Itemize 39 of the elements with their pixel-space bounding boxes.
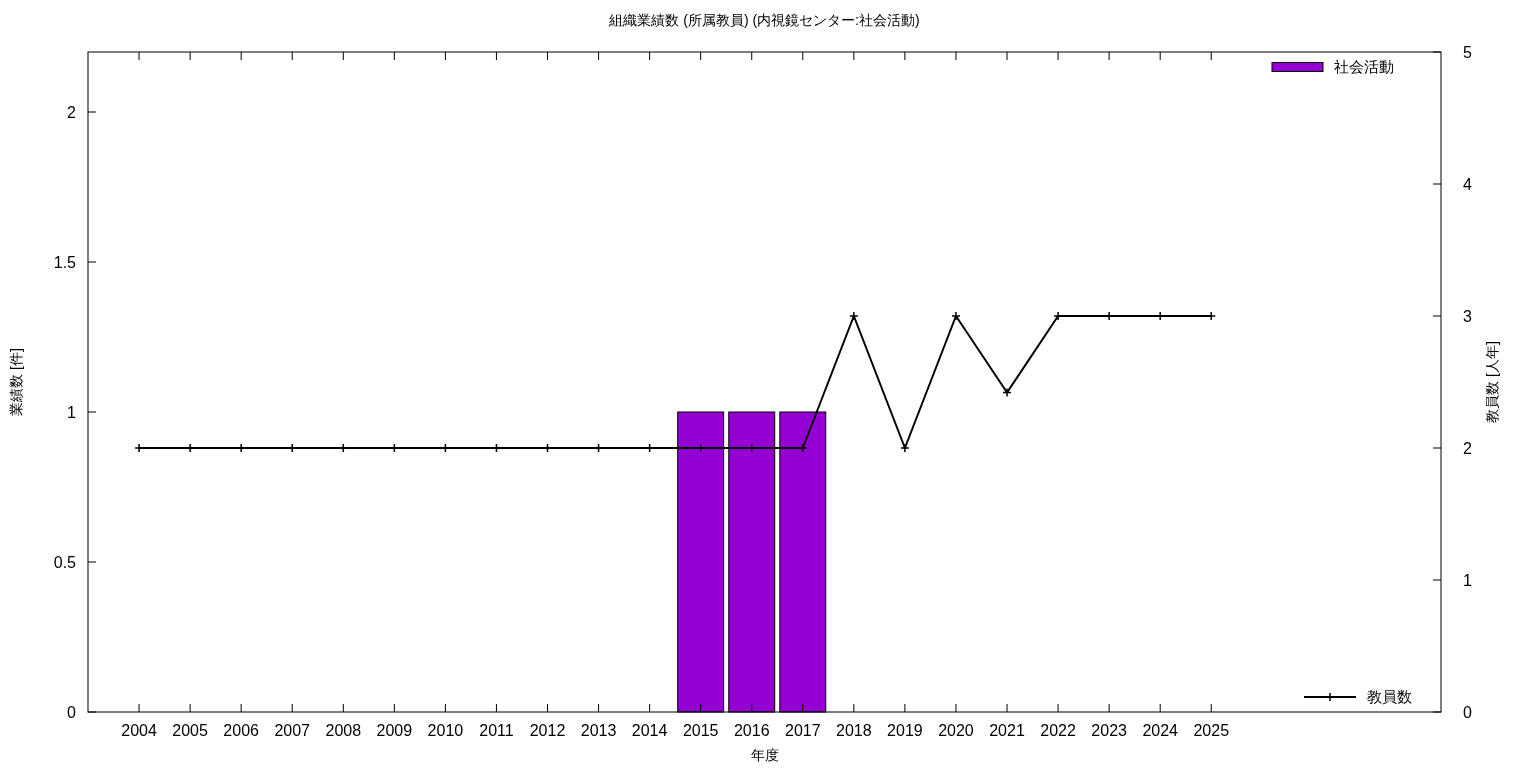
x-tick-label: 2010 xyxy=(427,721,464,739)
legend-label: 社会活動 xyxy=(1334,58,1394,76)
x-tick-label: 2019 xyxy=(887,721,923,739)
x-tick-label: 2024 xyxy=(1142,721,1179,739)
x-tick-label: 2016 xyxy=(733,721,770,739)
x-tick-label: 2025 xyxy=(1193,721,1230,739)
y2-tick-label: 0 xyxy=(1463,703,1472,721)
x-tick-label: 2013 xyxy=(580,721,617,739)
x-axis-title: 年度 xyxy=(750,746,779,763)
x-tick-label: 2009 xyxy=(376,721,413,739)
x-tick-label: 2006 xyxy=(223,721,260,739)
y-tick-label: 0.5 xyxy=(53,553,77,571)
y2-tick-label: 2 xyxy=(1463,439,1472,457)
x-tick-label: 2021 xyxy=(989,721,1025,739)
x-tick-label: 2015 xyxy=(682,721,719,739)
x-tick-label: 2017 xyxy=(785,721,821,739)
y-axis-title: 業績数 [件] xyxy=(7,348,24,416)
legend-label: 教員数 xyxy=(1367,688,1412,706)
y2-tick-label: 3 xyxy=(1463,307,1472,325)
x-tick-label: 2018 xyxy=(836,721,872,739)
chart-title: 組織業績数 (所属教員) (内視鏡センター:社会活動) xyxy=(608,12,920,28)
y2-axis-title: 教員数 [人年] xyxy=(1483,341,1500,423)
x-tick-label: 2011 xyxy=(479,721,514,739)
x-tick-label: 2005 xyxy=(172,721,209,739)
x-tick-label: 2022 xyxy=(1040,721,1076,739)
y2-tick-label: 4 xyxy=(1463,175,1472,193)
x-tick-label: 2007 xyxy=(274,721,311,739)
y2-tick-label: 5 xyxy=(1463,43,1472,61)
y-tick-label: 1 xyxy=(67,403,77,421)
y-tick-label: 1.5 xyxy=(53,253,77,271)
y-tick-label: 2 xyxy=(67,103,77,121)
x-tick-label: 2008 xyxy=(325,721,362,739)
x-tick-label: 2020 xyxy=(938,721,974,739)
y2-tick-label: 1 xyxy=(1463,571,1472,589)
x-tick-label: 2014 xyxy=(631,721,668,739)
y-tick-label: 0 xyxy=(67,703,77,721)
x-tick-label: 2012 xyxy=(529,721,566,739)
x-tick-label: 2004 xyxy=(121,721,157,739)
x-tick-label: 2023 xyxy=(1091,721,1128,739)
